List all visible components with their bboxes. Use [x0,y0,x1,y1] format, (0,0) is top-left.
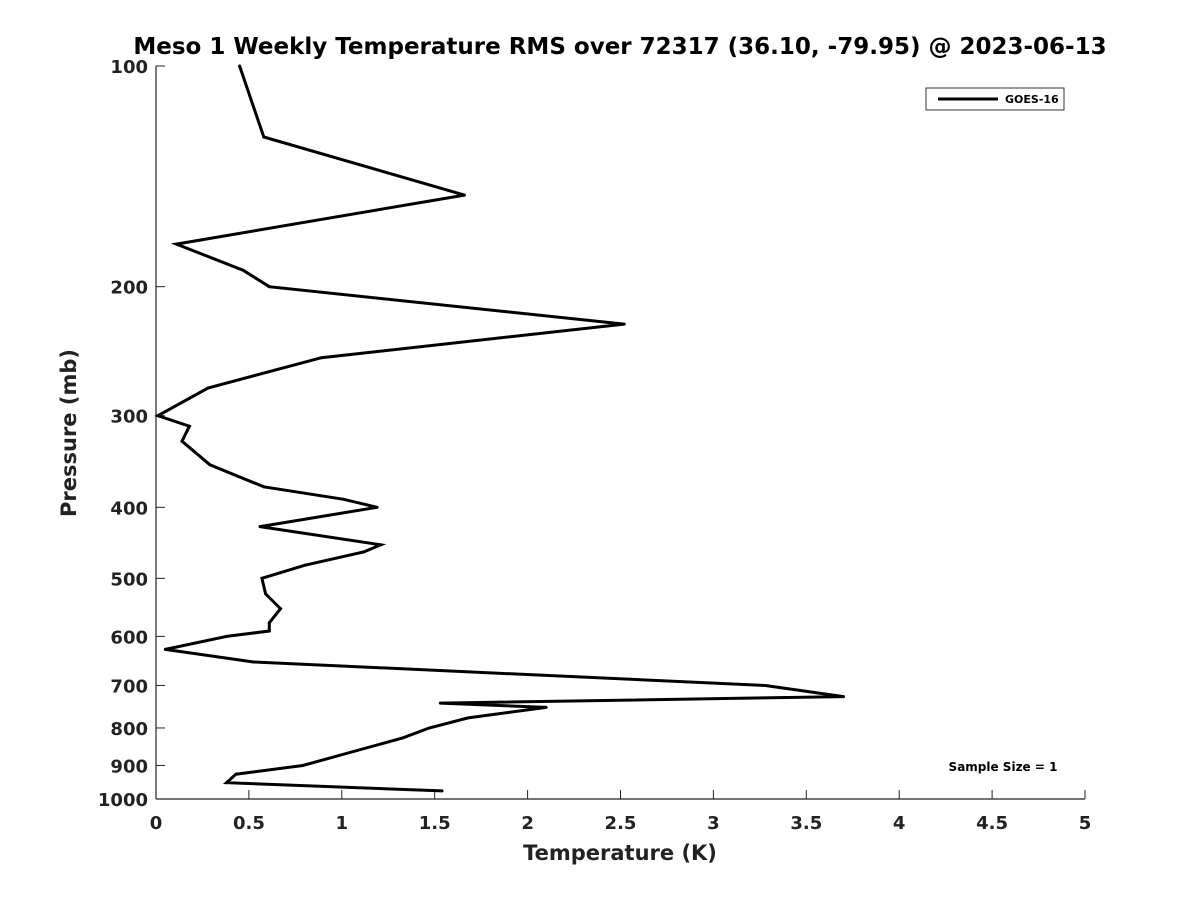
data-point [241,268,245,272]
legend: GOES-16 [925,87,1065,111]
series-lines [154,64,845,793]
y-tick-label: 800 [110,719,148,740]
data-point [375,505,379,509]
x-tick-label: 0 [150,813,163,834]
data-point [264,592,268,596]
y-tick-label: 300 [110,407,148,428]
y-axis-label: Pressure (mb) [57,349,81,517]
data-point [379,543,383,547]
x-tick-label: 3.5 [790,813,822,834]
y-tick-label: 200 [110,278,148,299]
data-point [251,660,255,664]
sample-size-annotation: Sample Size = 1 [949,760,1058,774]
data-point [234,772,238,776]
data-point [319,356,323,360]
y-tick-label: 1000 [98,790,148,811]
data-point [427,726,431,730]
x-tick-label: 2 [521,813,534,834]
x-tick-label: 2.5 [605,813,637,834]
data-point [438,701,442,705]
data-point [267,285,271,289]
legend-entry-goes-16: GOES-16 [1005,93,1059,106]
y-axis-ticks: 100 200 300 400 500 600 700 800 900 1000 [98,57,165,811]
data-point [225,781,229,785]
data-point [262,135,266,139]
x-axis-ticks: 0 0.5 1 1.5 2 2.5 3 3.5 4 4.5 5 [150,790,1092,834]
y-tick-label: 400 [110,498,148,519]
x-tick-label: 5 [1079,813,1092,834]
x-tick-label: 3 [707,813,720,834]
data-point [208,463,212,467]
data-point [267,629,271,633]
data-point [362,550,366,554]
data-point [267,621,271,625]
y-tick-label: 900 [110,756,148,777]
data-point [462,193,466,197]
data-point [238,64,242,68]
y-tick-label: 100 [110,57,148,78]
x-tick-label: 0.5 [233,813,265,834]
y-tick-label: 700 [110,676,148,697]
x-tick-label: 1 [336,813,349,834]
chart-title: Meso 1 Weekly Temperature RMS over 72317… [133,34,1106,60]
data-point [163,647,167,651]
data-point [156,414,160,418]
data-point [440,789,444,793]
data-point [187,424,191,428]
data-point [225,634,229,638]
data-point [206,386,210,390]
data-point [258,525,262,529]
data-point [342,497,346,501]
y-tick-label: 500 [110,569,148,590]
data-point [174,242,178,246]
data-point [180,439,184,443]
data-point [279,607,282,611]
y-tick-label: 600 [110,627,148,648]
data-point [401,736,405,740]
x-tick-label: 1.5 [419,813,451,834]
data-point [262,485,266,489]
data-point [301,764,305,767]
data-point [466,716,470,720]
data-point [842,695,845,699]
data-point [763,684,767,687]
series-line-goes-16 [154,65,844,793]
data-point [544,705,548,709]
plot-area: 0 0.5 1 1.5 2 2.5 3 3.5 4 4.5 5 100 200 300 400 500 600… [98,57,1091,834]
x-axis-label: Temperature (K) [523,841,717,865]
x-tick-label: 4.5 [976,813,1008,834]
data-point [260,576,264,580]
data-point [622,322,626,326]
data-point [303,563,307,567]
x-tick-label: 4 [893,813,906,834]
